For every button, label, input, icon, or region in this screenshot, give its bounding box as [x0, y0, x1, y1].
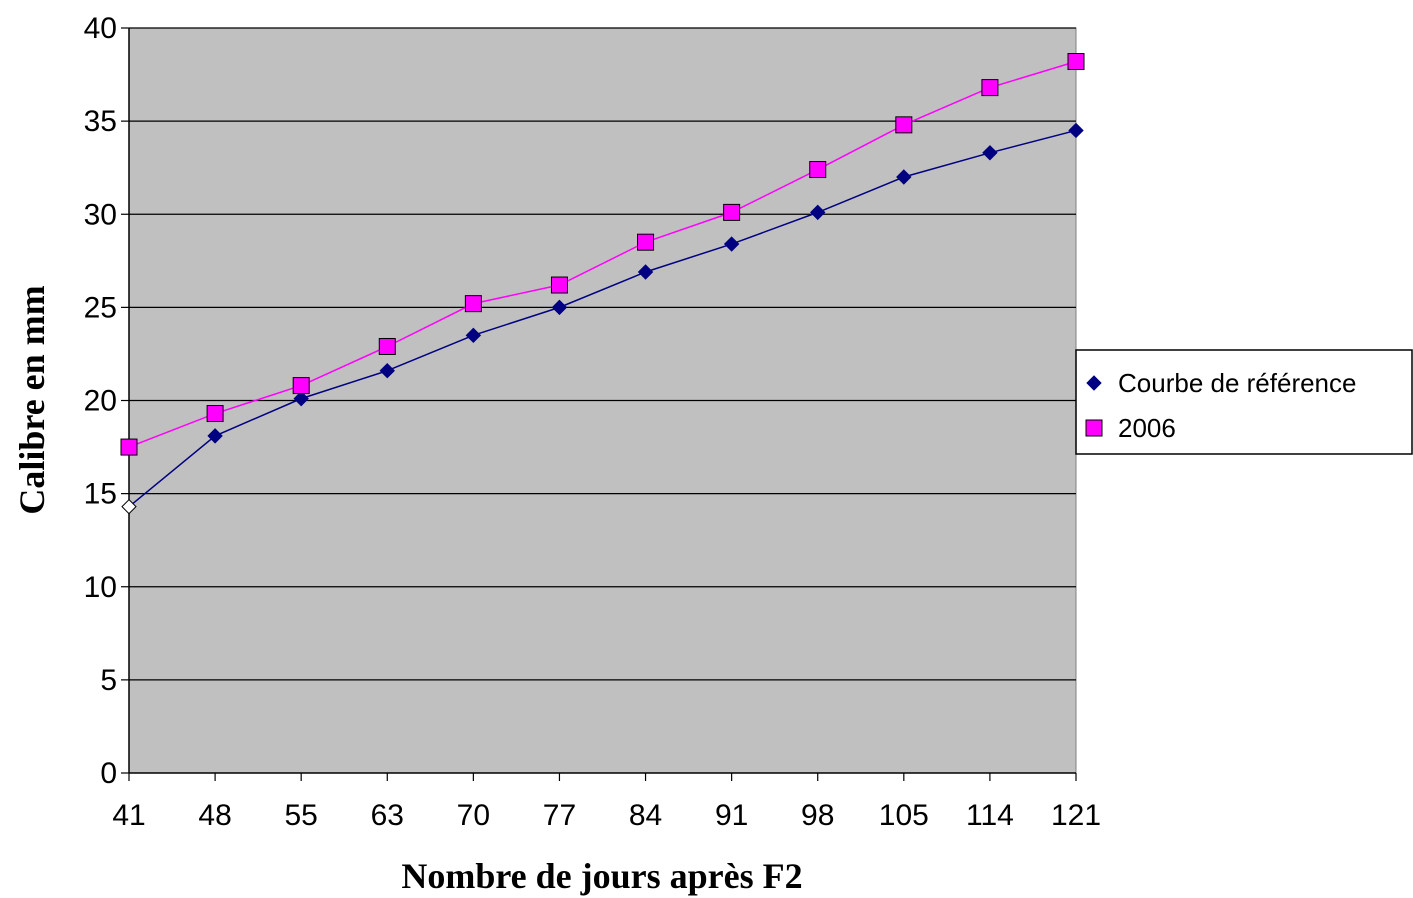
y-tick-label: 10 [84, 571, 117, 604]
y-tick-label: 25 [84, 291, 117, 324]
data-point [551, 299, 568, 316]
series-layer [120, 53, 1085, 515]
x-tick-label: 55 [284, 799, 317, 832]
legend-box [1075, 349, 1413, 455]
legend-label: Courbe de référence [1118, 368, 1356, 398]
data-point [465, 327, 482, 344]
data-point [982, 145, 998, 161]
y-tick-label: 20 [84, 385, 117, 418]
data-point [981, 79, 999, 97]
x-tick-label: 105 [879, 799, 929, 832]
data-point [1068, 122, 1084, 139]
data-point [637, 233, 655, 251]
data-point [1067, 53, 1085, 71]
y-tick-label: 0 [100, 757, 117, 790]
data-point [464, 295, 482, 313]
gridlines [129, 27, 1076, 681]
x-tick-label: 121 [1051, 799, 1101, 832]
y-axis-ticks: 0 5 10 15 20 25 30 35 40 [84, 12, 129, 790]
x-tick-label: 114 [966, 799, 1014, 832]
y-tick-label: 30 [84, 198, 117, 231]
legend: Courbe de référence 2006 [1075, 349, 1413, 455]
data-point [379, 362, 395, 379]
data-point [121, 498, 137, 515]
series-1 [120, 53, 1085, 456]
y-tick-label: 5 [100, 664, 117, 697]
legend-marker [1085, 419, 1103, 437]
data-point [292, 377, 310, 395]
data-point [809, 161, 827, 179]
data-point [378, 337, 396, 355]
data-point [550, 276, 568, 294]
data-point [723, 236, 740, 252]
data-point [637, 264, 654, 280]
data-point [810, 204, 826, 221]
data-point [723, 203, 741, 221]
x-tick-label: 98 [801, 799, 834, 832]
data-point [896, 169, 912, 185]
y-tick-label: 40 [84, 12, 117, 45]
x-tick-label: 48 [198, 799, 231, 832]
series-line [128, 60, 1077, 448]
data-point [207, 428, 223, 444]
y-tick-label: 15 [84, 478, 117, 511]
data-point [206, 405, 224, 423]
x-tick-label: 77 [543, 799, 576, 832]
x-tick-label: 41 [112, 799, 145, 832]
series-0 [121, 122, 1084, 515]
data-point [293, 390, 309, 407]
data-point [895, 116, 913, 134]
legend-label: 2006 [1118, 413, 1176, 443]
y-tick-label: 35 [84, 105, 117, 138]
legend-marker [1086, 375, 1102, 391]
x-tick-label: 70 [457, 799, 490, 832]
data-point [120, 438, 138, 456]
x-axis-ticks: 41 48 55 63 70 77 84 91 98 105 114 121 [112, 773, 1101, 832]
x-axis-title: Nombre de jours après F2 [401, 856, 802, 896]
y-axis-title: Calibre en mm [12, 285, 52, 514]
series-line [128, 129, 1077, 508]
x-tick-label: 91 [715, 799, 748, 832]
x-tick-label: 63 [371, 799, 404, 832]
x-tick-label: 84 [629, 799, 662, 832]
